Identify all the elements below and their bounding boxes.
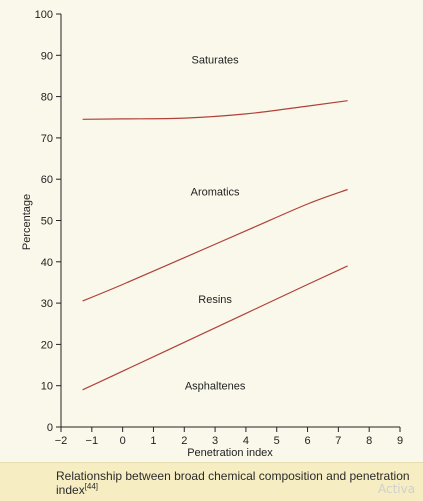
- y-tick-label: 90: [41, 50, 53, 62]
- x-tick-label: 8: [366, 435, 372, 447]
- region-label-asphaltenes: Asphaltenes: [185, 381, 246, 393]
- x-tick-label: −1: [86, 435, 99, 447]
- x-tick-label: 5: [274, 435, 280, 447]
- chart-series: [82, 100, 348, 391]
- chart-axes: [60, 14, 400, 428]
- series-line-3: [82, 265, 348, 391]
- y-tick-label: 10: [41, 381, 53, 393]
- x-axis-label: Penetration index: [187, 447, 273, 459]
- y-tick-label: 40: [41, 257, 53, 269]
- x-tick-label: 7: [335, 435, 341, 447]
- x-tick-label: 0: [120, 435, 126, 447]
- y-tick-label: 20: [41, 339, 53, 351]
- y-tick-label: 30: [41, 298, 53, 310]
- y-tick-label: 70: [41, 133, 53, 145]
- figure-panel: 0 10 20 30 40 50 60 70 80 90 100 −2 −1 0 1 2 3 4 5 6 7 8 9 Sat…: [0, 0, 423, 462]
- x-tick-label: 9: [397, 435, 403, 447]
- y-tick-label: 0: [47, 422, 53, 434]
- region-label-resins: Resins: [198, 294, 232, 306]
- chart-ticks: 0 10 20 30 40 50 60 70 80 90 100 −2 −1 0 1 2 3 4 5 6 7 8 9: [35, 9, 403, 447]
- y-tick-label: 80: [41, 92, 53, 104]
- caption-reference: [44]: [84, 482, 99, 491]
- activation-watermark: Activa: [378, 482, 416, 496]
- x-tick-label: 6: [304, 435, 310, 447]
- x-tick-label: 2: [181, 435, 187, 447]
- region-label-saturates: Saturates: [192, 54, 240, 66]
- y-axis-label: Percentage: [21, 194, 33, 250]
- x-tick-label: 4: [243, 435, 249, 447]
- y-tick-label: 50: [41, 216, 53, 228]
- caption-bar: Relationship between broad chemical comp…: [0, 462, 423, 501]
- caption-text: Relationship between broad chemical comp…: [56, 469, 410, 497]
- line-chart: 0 10 20 30 40 50 60 70 80 90 100 −2 −1 0 1 2 3 4 5 6 7 8 9 Sat…: [21, 9, 403, 459]
- y-tick-label: 100: [35, 9, 53, 21]
- y-tick-label: 60: [41, 174, 53, 186]
- x-tick-label: 3: [212, 435, 218, 447]
- chart-region-labels: Saturates Aromatics Resins Asphaltenes: [185, 54, 246, 392]
- x-tick-label: 1: [150, 435, 156, 447]
- region-label-aromatics: Aromatics: [191, 187, 240, 199]
- x-tick-label: −2: [55, 435, 68, 447]
- series-line-1: [82, 100, 348, 120]
- series-line-2: [82, 188, 348, 302]
- figure-caption: Relationship between broad chemical comp…: [56, 469, 412, 497]
